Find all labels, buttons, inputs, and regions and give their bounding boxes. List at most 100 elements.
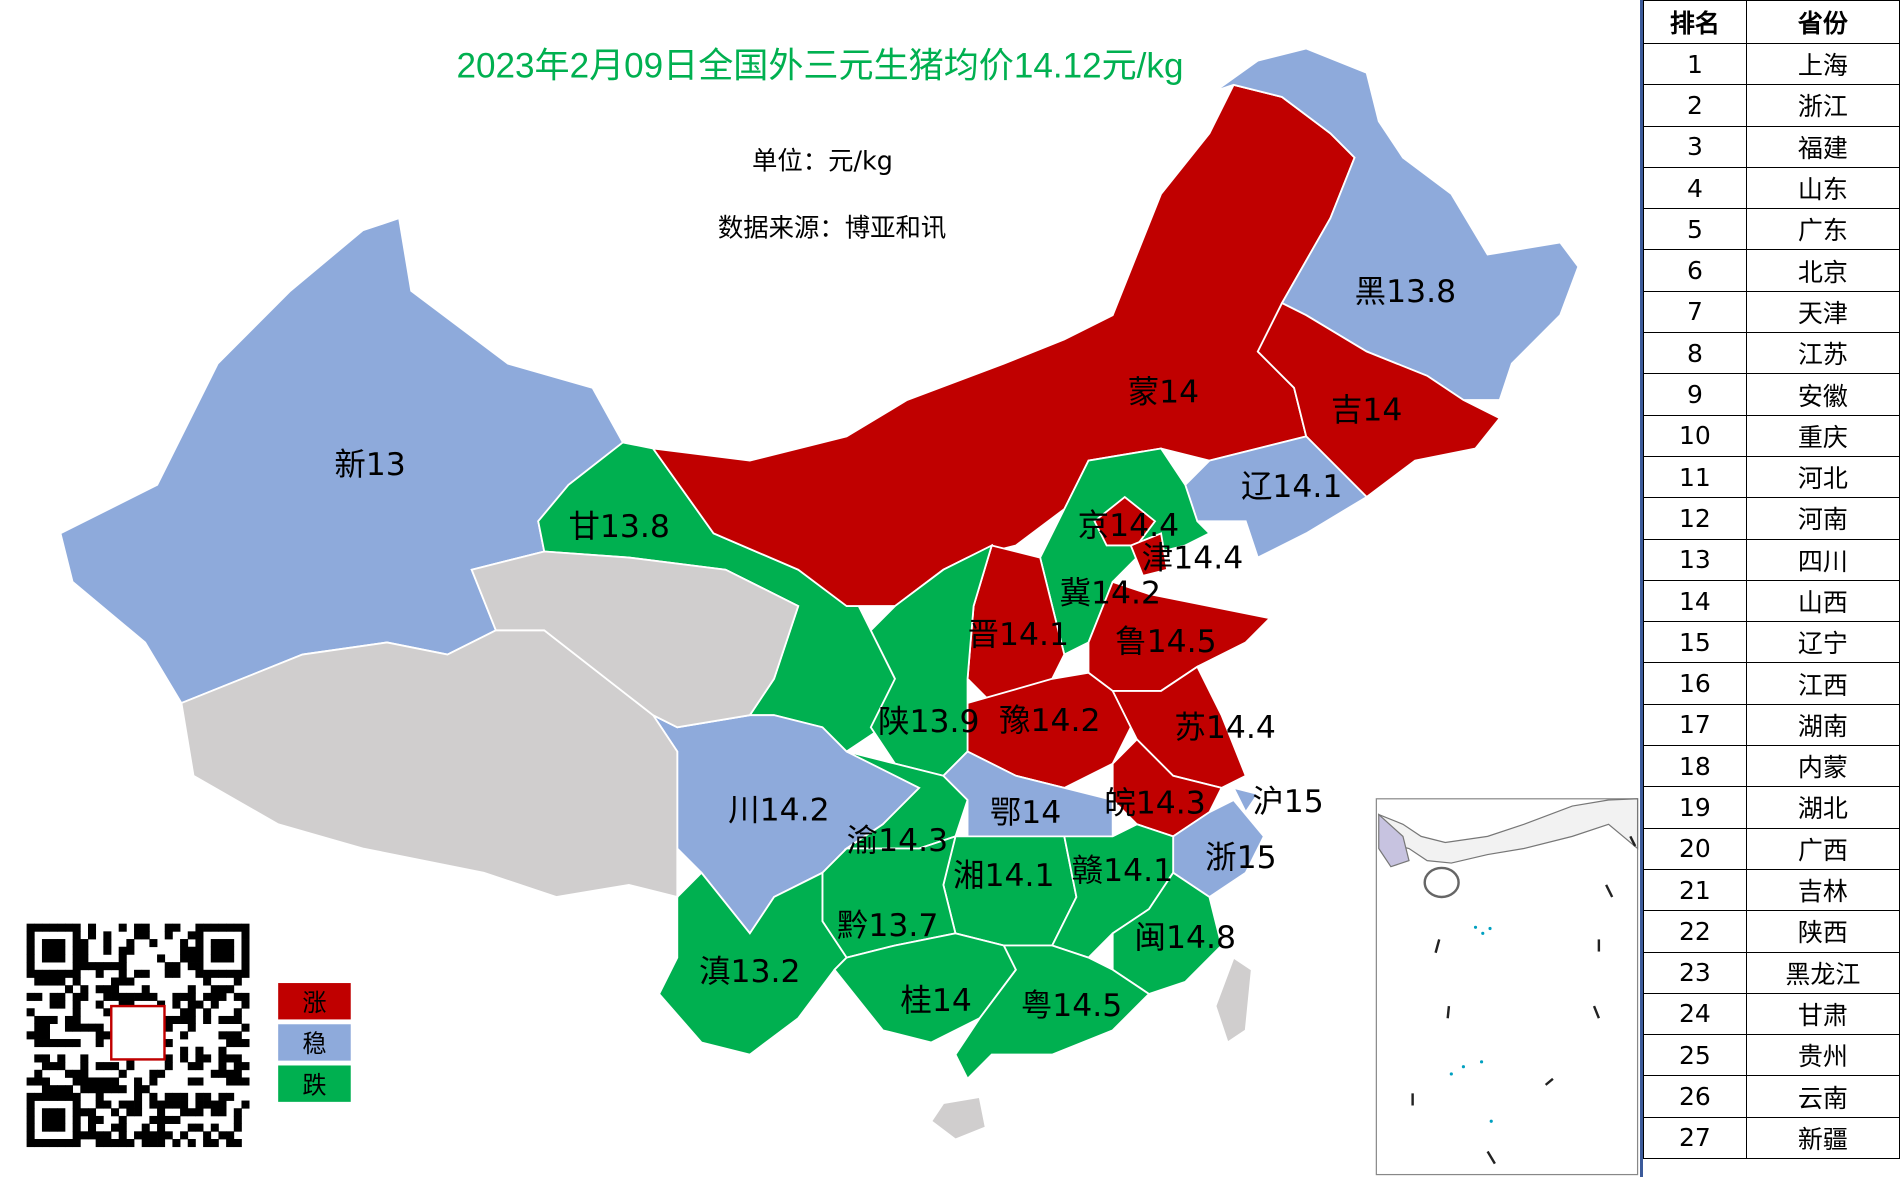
table-row: 8 江苏 bbox=[1643, 332, 1900, 375]
province-label-guangdong: 粤14.5 bbox=[1021, 988, 1122, 1024]
province-guangdong bbox=[954, 944, 1151, 1081]
ranking-table: 排名 省份 1 上海 2 浙江 3 福建 4 山东 5 广东 6 北京 7 天津 8 江苏 9 安徽 10 重庆 11 河… bbox=[1643, 0, 1900, 1160]
province-label-heilongjiang: 黑13.8 bbox=[1355, 274, 1456, 310]
province-cell: 湖南 bbox=[1745, 703, 1900, 747]
province-cell: 四川 bbox=[1745, 538, 1900, 581]
province-cell: 江西 bbox=[1745, 662, 1900, 705]
table-row: 21 吉林 bbox=[1643, 868, 1900, 912]
south-china-sea-inset bbox=[1375, 798, 1639, 1176]
province-heilongjiang bbox=[1214, 47, 1580, 401]
rank-cell: 2 bbox=[1643, 84, 1747, 127]
legend: 涨稳跌 bbox=[278, 983, 351, 1102]
province-cell: 广西 bbox=[1745, 827, 1900, 870]
table-row: 4 山东 bbox=[1643, 166, 1900, 210]
province-cell: 湖北 bbox=[1745, 786, 1900, 829]
province-label-hunan: 湘14.1 bbox=[953, 858, 1054, 894]
province-label-yunnan: 滇13.2 bbox=[699, 954, 800, 990]
legend-swatch-flat bbox=[278, 1024, 351, 1061]
table-row: 6 北京 bbox=[1643, 249, 1900, 292]
province-cell: 贵州 bbox=[1745, 1034, 1900, 1077]
province-cell: 辽宁 bbox=[1745, 621, 1900, 664]
province-cell: 北京 bbox=[1745, 249, 1900, 292]
rank-cell: 16 bbox=[1643, 662, 1747, 705]
province-label-hebei: 冀14.2 bbox=[1060, 576, 1161, 612]
table-row: 17 湖南 bbox=[1643, 703, 1900, 747]
table-row: 12 河南 bbox=[1643, 497, 1900, 540]
table-row: 15 辽宁 bbox=[1643, 621, 1900, 664]
province-xizang bbox=[180, 629, 679, 899]
province-label-jilin: 吉14 bbox=[1331, 393, 1402, 429]
province-label-zhejiang: 浙15 bbox=[1205, 840, 1276, 876]
province-cell: 陕西 bbox=[1745, 910, 1900, 953]
province-cell: 山东 bbox=[1745, 166, 1900, 210]
rank-cell: 4 bbox=[1643, 166, 1747, 210]
rank-cell: 15 bbox=[1643, 621, 1747, 664]
legend-swatch-down bbox=[278, 1065, 351, 1102]
province-tianjin bbox=[1129, 532, 1169, 577]
province-label-hubei: 鄂14 bbox=[990, 795, 1061, 831]
province-label-shandong: 鲁14.5 bbox=[1115, 624, 1216, 660]
rank-cell: 6 bbox=[1643, 249, 1747, 292]
qr-code bbox=[26, 923, 250, 1148]
map-title: 2023年2月09日全国外三元生猪均价14.12元/kg bbox=[457, 47, 1184, 86]
province-shanghai bbox=[1231, 786, 1260, 814]
rank-cell: 20 bbox=[1643, 827, 1747, 870]
table-row: 3 福建 bbox=[1643, 125, 1900, 168]
province-cell: 上海 bbox=[1745, 42, 1900, 86]
province-label-jiangxi: 赣14.1 bbox=[1072, 853, 1173, 889]
legend-label-down: 跌 bbox=[302, 1071, 326, 1099]
table-row: 2 浙江 bbox=[1643, 84, 1900, 127]
table-row: 26 云南 bbox=[1643, 1075, 1900, 1118]
table-row: 11 河北 bbox=[1643, 455, 1900, 499]
province-label-liaoning: 辽14.1 bbox=[1241, 469, 1342, 505]
province-cell: 广东 bbox=[1745, 208, 1900, 251]
rank-cell: 24 bbox=[1643, 992, 1747, 1036]
rank-cell: 3 bbox=[1643, 125, 1747, 168]
rank-cell: 14 bbox=[1643, 579, 1747, 623]
table-row: 13 四川 bbox=[1643, 538, 1900, 581]
province-label-guangxi: 桂14 bbox=[900, 983, 971, 1019]
rank-cell: 21 bbox=[1643, 868, 1747, 912]
province-label-anhui: 皖14.3 bbox=[1104, 785, 1205, 821]
province-label-henan: 豫14.2 bbox=[999, 703, 1100, 739]
province-label-beijing: 京14.4 bbox=[1078, 508, 1179, 544]
legend-swatch-up bbox=[278, 983, 351, 1020]
table-row: 9 安徽 bbox=[1643, 373, 1900, 416]
rank-cell: 22 bbox=[1643, 910, 1747, 953]
province-cell: 新疆 bbox=[1745, 1116, 1900, 1160]
table-row: 20 广西 bbox=[1643, 827, 1900, 870]
table-row: 23 黑龙江 bbox=[1643, 951, 1900, 994]
province-label-neimenggu: 蒙14 bbox=[1128, 374, 1199, 410]
province-cell: 福建 bbox=[1745, 125, 1900, 168]
legend-label-up: 涨 bbox=[302, 989, 326, 1017]
province-cell: 重庆 bbox=[1745, 414, 1900, 457]
province-beijing bbox=[1093, 495, 1157, 547]
province-cell: 河北 bbox=[1745, 455, 1900, 499]
table-row: 5 广东 bbox=[1643, 208, 1900, 251]
rank-cell: 25 bbox=[1643, 1034, 1747, 1077]
province-hainan bbox=[930, 1095, 987, 1141]
province-label-xinjiang: 新13 bbox=[334, 447, 405, 483]
rank-cell: 5 bbox=[1643, 208, 1747, 251]
province-label-sichuan: 川14.2 bbox=[728, 793, 829, 829]
province-label-fujian: 闽14.8 bbox=[1135, 920, 1236, 956]
rank-cell: 27 bbox=[1643, 1116, 1747, 1160]
rank-cell: 8 bbox=[1643, 332, 1747, 375]
legend-label-flat: 稳 bbox=[302, 1030, 326, 1058]
province-label-tianjin: 津14.4 bbox=[1142, 540, 1243, 576]
province-label-shanxi: 晋14.1 bbox=[968, 617, 1069, 653]
province-cell: 河南 bbox=[1745, 497, 1900, 540]
rank-cell: 26 bbox=[1643, 1075, 1747, 1118]
table-row: 19 湖北 bbox=[1643, 786, 1900, 829]
table-row: 18 内蒙 bbox=[1643, 745, 1900, 788]
rank-cell: 11 bbox=[1643, 455, 1747, 499]
province-cell: 甘肃 bbox=[1745, 992, 1900, 1036]
province-qinghai bbox=[470, 550, 800, 729]
table-row: 25 贵州 bbox=[1643, 1034, 1900, 1077]
province-cell: 天津 bbox=[1745, 290, 1900, 334]
table-row: 16 江西 bbox=[1643, 662, 1900, 705]
table-row: 1 上海 bbox=[1643, 42, 1900, 86]
rank-cell: 10 bbox=[1643, 414, 1747, 457]
province-fujian bbox=[1111, 871, 1223, 995]
rank-cell: 18 bbox=[1643, 745, 1747, 788]
